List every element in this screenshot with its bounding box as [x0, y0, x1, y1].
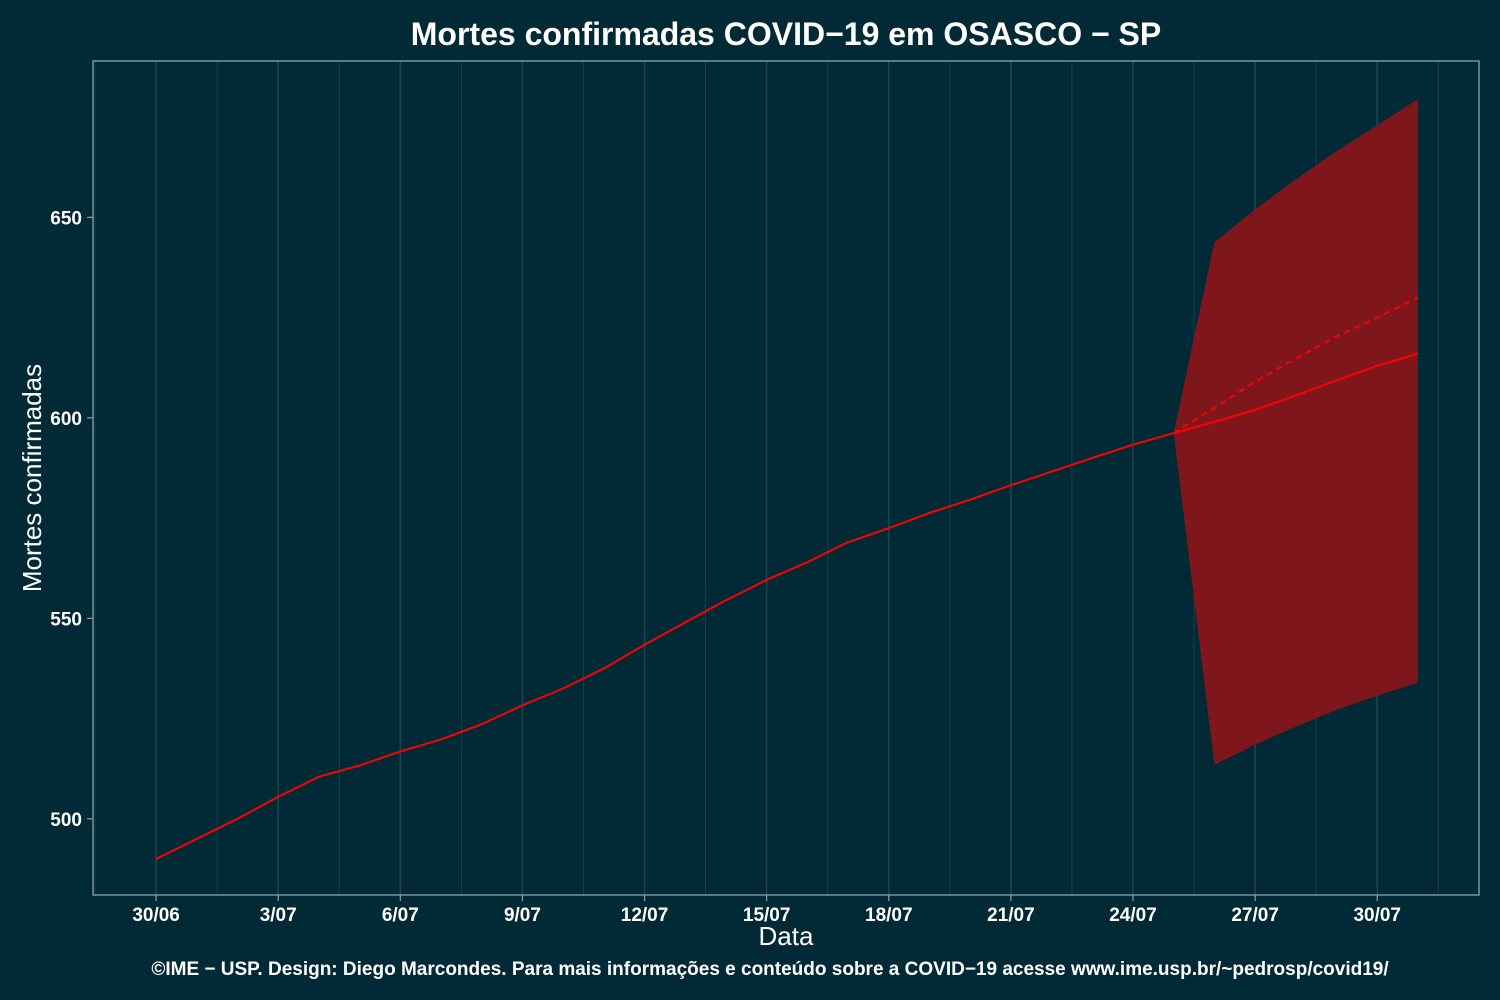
data-point [725, 599, 727, 601]
data-point [1376, 365, 1378, 367]
data-point [1132, 444, 1134, 446]
chart-caption: ©IME − USP. Design: Diego Marcondes. Par… [151, 959, 1389, 980]
x-tick-label: 27/07 [1231, 905, 1279, 926]
y-axis-ticks: 500 550 600 650 [50, 208, 93, 831]
y-tick-label: 500 [50, 810, 82, 831]
x-tick-label: 30/06 [132, 905, 180, 926]
data-point [277, 796, 279, 798]
data-point [1254, 381, 1256, 383]
data-point [1295, 357, 1297, 359]
data-point [806, 561, 808, 563]
series-line-solid [155, 352, 1419, 860]
x-tick-label: 15/07 [743, 905, 791, 926]
data-point [196, 838, 198, 840]
data-point [765, 579, 767, 581]
data-point [521, 704, 523, 706]
data-point [1173, 432, 1175, 434]
chart-title: Mortes confirmadas COVID−19 em OSASCO − … [411, 16, 1161, 52]
data-point [969, 498, 971, 500]
data-point [1050, 470, 1052, 472]
data-point [1335, 335, 1337, 337]
data-point [155, 858, 157, 860]
series-layer [155, 296, 1419, 860]
data-point [399, 750, 401, 752]
x-tick-label: 3/07 [260, 905, 297, 926]
y-axis-title: Mortes confirmadas [17, 364, 47, 592]
data-point [603, 667, 605, 669]
series-line-dashed [1173, 296, 1419, 434]
x-tick-label: 6/07 [382, 905, 419, 926]
data-point [1010, 484, 1012, 486]
data-point [440, 738, 442, 740]
data-point [1376, 316, 1378, 318]
data-point [358, 764, 360, 766]
data-point [643, 644, 645, 646]
x-tick-label: 18/07 [865, 905, 913, 926]
data-point [847, 541, 849, 543]
data-point [1213, 407, 1215, 409]
data-point [562, 687, 564, 689]
data-point [888, 527, 890, 529]
data-point [1417, 296, 1419, 298]
data-point [1417, 353, 1419, 355]
data-point [1295, 394, 1297, 396]
x-axis-ticks: 30/06 3/07 6/07 9/07 12/07 15/07 18/07 21/07 24/… [132, 895, 1401, 926]
data-point [1254, 409, 1256, 411]
data-point [1335, 379, 1337, 381]
x-tick-label: 9/07 [504, 905, 541, 926]
x-axis-title: Data [759, 921, 814, 951]
y-tick-label: 650 [50, 208, 82, 229]
x-tick-label: 21/07 [987, 905, 1035, 926]
confidence-band-layer [1173, 99, 1418, 765]
y-tick-label: 600 [50, 409, 82, 430]
x-tick-label: 24/07 [1109, 905, 1157, 926]
data-point [318, 776, 320, 778]
plot-panel-border [92, 60, 1480, 896]
data-point [928, 512, 930, 514]
x-tick-label: 12/07 [621, 905, 669, 926]
data-point [236, 818, 238, 820]
data-point [684, 621, 686, 623]
x-tick-label: 30/07 [1353, 905, 1401, 926]
y-tick-label: 550 [50, 609, 82, 630]
confidence-band [1173, 99, 1418, 765]
data-point [481, 723, 483, 725]
data-point [1213, 421, 1215, 423]
data-point [1091, 457, 1093, 459]
